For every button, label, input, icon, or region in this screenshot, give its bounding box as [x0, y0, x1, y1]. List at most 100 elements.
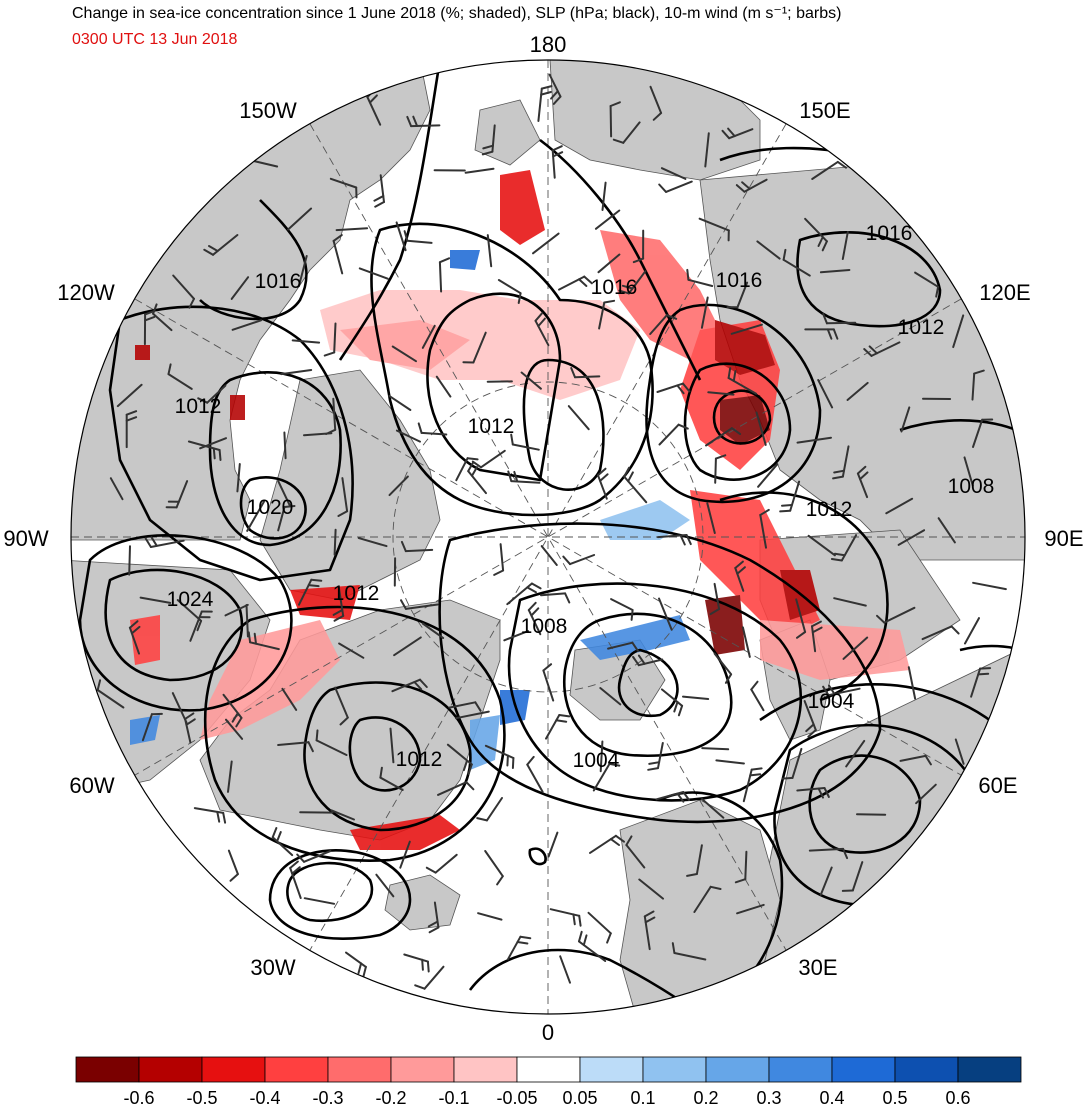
wind-barb: [811, 625, 817, 653]
wind-barb-flag: [779, 509, 792, 513]
colorbar-tick-label: 0.1: [630, 1088, 655, 1106]
wind-barb-flag: [374, 201, 385, 208]
wind-barb: [567, 405, 590, 431]
wind-barb-flag: [735, 184, 746, 193]
wind-barb-flag: [782, 248, 787, 261]
wind-barb: [388, 475, 409, 497]
wind-barb-flag: [570, 367, 576, 379]
wind-barb-flag: [578, 278, 588, 287]
wind-barb-flag: [732, 370, 737, 382]
wind-barb-flag: [414, 984, 426, 990]
wind-barb: [658, 423, 680, 446]
wind-barb-flag: [676, 384, 685, 395]
lon-label-120w: 120W: [57, 280, 115, 305]
wind-barb: [551, 149, 556, 179]
slp-label: 1016: [866, 222, 913, 245]
wind-barb: [833, 597, 867, 607]
wind-barb-flag: [603, 299, 616, 304]
wind-barb-flag: [400, 599, 407, 610]
wind-barb: [230, 276, 250, 300]
wind-barb-flag: [564, 592, 571, 604]
wind-barb-flag: [243, 148, 247, 161]
wind-barb: [744, 850, 748, 881]
wind-barb: [687, 278, 714, 287]
wind-barb: [404, 603, 439, 610]
wind-barb: [625, 844, 646, 869]
wind-barb: [379, 776, 404, 791]
wind-barb: [393, 636, 422, 657]
wind-barb: [128, 626, 140, 655]
wind-barb: [972, 418, 984, 448]
wind-barb: [249, 641, 280, 651]
slp-label: 1012: [898, 316, 945, 339]
wind-barb-flag: [685, 534, 692, 546]
lon-label-0: 0: [542, 1020, 554, 1045]
lon-label-30e: 30E: [798, 955, 837, 980]
wind-barb: [885, 497, 914, 515]
wind-barb-flag: [427, 920, 439, 928]
wind-barb-flag: [517, 292, 522, 304]
wind-barb: [507, 935, 522, 961]
wind-barb-flag: [551, 145, 563, 152]
wind-barb: [622, 121, 641, 144]
wind-barb-flag: [130, 625, 141, 635]
wind-barb: [277, 506, 286, 532]
wind-barb: [503, 630, 530, 642]
wind-barb-flag: [582, 934, 588, 946]
map-disk: [71, 60, 1025, 1014]
wind-barb-flag: [631, 641, 639, 652]
wind-barb-flag: [247, 631, 252, 644]
wind-barb-flag: [197, 397, 209, 404]
wind-barb: [404, 548, 434, 553]
land-scandinavia: [619, 799, 781, 1014]
wind-barb: [840, 534, 858, 562]
wind-barb-flag: [506, 754, 509, 767]
wind-barb-flag: [709, 885, 722, 890]
wind-barb: [695, 844, 703, 875]
slp-label: 1016: [716, 269, 763, 292]
wind-barb: [915, 783, 937, 805]
wind-barb-flag: [578, 914, 582, 927]
wind-barb-flag: [973, 369, 985, 375]
wind-barb: [297, 255, 308, 288]
wind-barb: [755, 411, 767, 446]
wind-barb: [706, 502, 716, 534]
wind-barb: [713, 582, 721, 610]
wind-barb: [914, 271, 940, 288]
wind-barb-flag: [606, 932, 612, 944]
wind-barb-flag: [734, 878, 747, 884]
wind-barb-flag: [474, 701, 482, 712]
wind-barb-flag: [510, 433, 514, 446]
slp-contour: [712, 389, 772, 445]
wind-barb-flag: [519, 935, 532, 940]
wind-barb: [421, 324, 436, 349]
wind-barb: [467, 470, 487, 495]
wind-barb-flag: [369, 94, 378, 104]
wind-barb: [345, 951, 367, 968]
wind-barb: [291, 339, 321, 344]
wind-barb-flag: [530, 582, 542, 590]
wind-barb: [693, 885, 712, 913]
wind-barb: [480, 449, 506, 469]
wind-barb: [421, 622, 445, 639]
wind-barb: [791, 747, 803, 779]
slp-contour: [528, 847, 547, 866]
wind-barb-flag: [625, 835, 633, 846]
wind-barb-flag: [271, 827, 278, 839]
wind-barb-flag: [425, 866, 437, 874]
wind-barb-flag: [323, 351, 336, 357]
colorbar-tick-label: -0.5: [186, 1088, 217, 1106]
slp-contour: [108, 305, 354, 582]
wind-barb-flag: [188, 297, 195, 309]
wind-barb: [845, 739, 866, 768]
wind-barb: [277, 480, 292, 508]
slp-contour: [370, 222, 654, 517]
lon-label-150e: 150E: [799, 98, 850, 123]
wind-barb: [391, 345, 417, 363]
wind-barb-flag: [333, 614, 345, 622]
wind-barb-flag: [144, 309, 156, 316]
wind-barb: [587, 911, 612, 935]
wind-barb: [782, 258, 811, 277]
colorbar-tick-label: -0.6: [123, 1088, 154, 1106]
slp-label: 1012: [468, 415, 515, 438]
